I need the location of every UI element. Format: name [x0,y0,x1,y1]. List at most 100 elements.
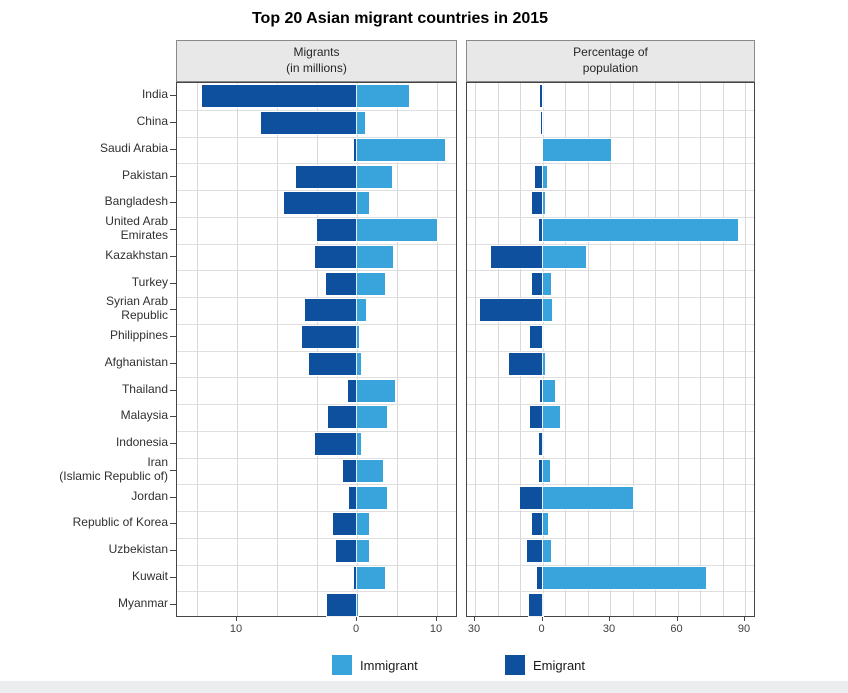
immigrant-bar [541,512,549,537]
emigrant-bar [353,137,358,162]
vertical-gridline [722,83,724,616]
country-label: China [136,114,168,129]
emigrant-bar [537,432,544,457]
emigrant-bar [295,164,358,189]
legend-emigrant-label: Emigrant [533,657,586,673]
vertical-gridline [357,83,358,616]
country-axis-tick [170,309,176,311]
axis-tick [676,617,678,621]
immigrant-bar [356,405,388,430]
vertical-gridline [677,83,679,616]
axis-tick-label: 10 [229,623,243,635]
legend-item-immigrant: Immigrant [332,655,418,675]
immigrant-bar [356,325,360,350]
immigrant-bar [541,84,545,109]
emigrant-bar [507,351,544,376]
immigrant-bar [356,137,446,162]
country-axis-tick [170,282,176,284]
immigrant-bar [541,244,588,269]
panel-migrants-header-line2: (in millions) [286,61,347,75]
country-axis-tick [170,148,176,150]
emigrant-bar [531,271,544,296]
vertical-gridline [317,83,318,616]
immigrant-swatch-icon [332,655,352,675]
country-label: Turkey [131,274,168,289]
immigrant-bar [541,378,557,403]
emigrant-bar [528,592,544,617]
immigrant-bar [356,298,367,323]
emigrant-bar [327,405,358,430]
emigrant-bar [537,218,544,243]
country-label: Uzbekistan [108,542,168,557]
country-label: Saudi Arabia [99,140,168,155]
country-axis-tick [170,362,176,364]
country-label: Malaysia [120,408,168,423]
horizontal-gridline [177,297,456,298]
legend-item-emigrant: Emigrant [505,655,585,675]
vertical-gridline [520,83,521,616]
horizontal-gridline [177,511,456,512]
immigrant-bar [541,351,547,376]
emigrant-bar [304,298,358,323]
emigrant-bar [353,565,358,590]
immigrant-bar [356,164,393,189]
emigrant-bar [301,325,358,350]
country-label: Afghanistan [104,354,168,369]
country-label: Iran (Islamic Republic of) [59,455,168,483]
immigrant-bar [541,565,707,590]
country-axis-tick [170,469,176,471]
emigrant-bar [335,539,358,564]
country-axis-tick [170,443,176,445]
emigrant-bar [348,485,358,510]
immigrant-bar [541,432,544,457]
panel-migrants-header: Migrants (in millions) [176,40,457,82]
country-axis-tick [170,122,176,124]
immigrant-bar [541,458,551,483]
vertical-gridline [437,83,438,616]
axis-tick [541,617,543,621]
emigrant-bar [332,512,358,537]
immigrant-bar [541,405,562,430]
immigrant-bar [356,351,362,376]
vertical-gridline [745,83,746,616]
immigrant-bar [541,164,548,189]
chart-title: Top 20 Asian migrant countries in 2015 [251,10,549,27]
vertical-gridline [565,83,566,616]
legend: Immigrant Emigrant [0,655,848,677]
immigrant-bar [356,565,386,590]
immigrant-bar [356,432,362,457]
immigrant-bar [542,325,544,350]
horizontal-gridline [177,136,456,138]
axis-tick-label: 10 [429,623,443,635]
country-axis-tick [170,550,176,552]
axis-tick [356,617,357,621]
emigrant-bar [489,244,544,269]
emigrant-bar [538,84,544,109]
country-axis-tick [170,496,176,498]
immigrant-bar [356,84,410,109]
axis-tick-label: 0 [538,623,545,635]
emigrant-bar [314,244,358,269]
vertical-gridline [700,83,701,616]
horizontal-gridline [177,564,456,566]
vertical-gridline [542,83,544,616]
horizontal-gridline [177,404,456,405]
vertical-gridline [632,83,634,616]
horizontal-gridline [177,109,456,111]
country-axis-tick [170,202,176,204]
emigrant-bar [540,111,544,136]
horizontal-gridline [177,484,456,486]
horizontal-gridline [177,457,456,459]
horizontal-gridline [177,216,456,218]
emigrant-bar [531,191,544,216]
emigrant-bar [526,539,544,564]
immigrant-bar [356,458,384,483]
country-axis-tick [170,255,176,257]
immigrant-bar [356,592,359,617]
legend-immigrant-label: Immigrant [360,657,418,673]
vertical-gridline [610,83,611,616]
country-label: Jordan [131,488,168,503]
country-label: India [141,87,168,102]
immigrant-bar [356,539,370,564]
emigrant-bar [308,351,358,376]
